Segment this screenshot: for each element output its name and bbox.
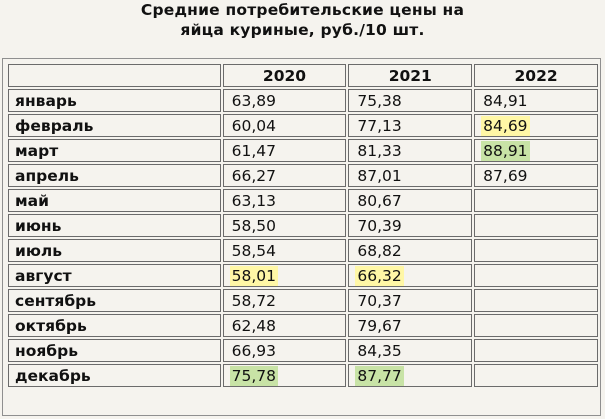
month-cell: май bbox=[8, 189, 221, 212]
value-2021: 79,67 bbox=[357, 316, 402, 335]
value-cell-2021: 84,35 bbox=[348, 339, 473, 362]
value-cell-2020: 61,47 bbox=[222, 139, 347, 162]
value-cell-2020: 60,04 bbox=[222, 114, 347, 137]
value-cell-2021: 79,67 bbox=[348, 314, 473, 337]
value-cell-2020: 58,50 bbox=[222, 214, 347, 237]
value-2021-max-highlight: 87,77 bbox=[355, 365, 404, 386]
value-2022-min-highlight: 84,69 bbox=[481, 115, 530, 136]
value-cell-2022: 87,69 bbox=[474, 164, 598, 187]
table-frame: 2020 2021 2022 январь 63,89 75,38 84,91 … bbox=[2, 58, 601, 416]
table-row: декабрь 75,78 87,77 bbox=[8, 364, 598, 387]
month-cell: декабрь bbox=[8, 364, 221, 387]
value-cell-2020: 75,78 bbox=[222, 364, 347, 387]
value-cell-2021: 81,33 bbox=[348, 139, 473, 162]
value-2020: 66,27 bbox=[231, 166, 276, 185]
value-cell-2020: 58,72 bbox=[222, 289, 347, 312]
table-row: июль 58,54 68,82 bbox=[8, 239, 598, 262]
value-2021: 75,38 bbox=[357, 91, 402, 110]
month-cell: март bbox=[8, 139, 221, 162]
value-2021: 80,67 bbox=[357, 191, 402, 210]
value-2021: 68,82 bbox=[357, 241, 402, 260]
prices-table: 2020 2021 2022 январь 63,89 75,38 84,91 … bbox=[6, 62, 600, 389]
value-cell-2022 bbox=[474, 239, 598, 262]
value-2020: 60,04 bbox=[231, 116, 276, 135]
table-row: сентябрь 58,72 70,37 bbox=[8, 289, 598, 312]
value-cell-2021: 66,32 bbox=[348, 264, 473, 287]
value-cell-2020: 58,54 bbox=[222, 239, 347, 262]
month-cell: июнь bbox=[8, 214, 221, 237]
value-cell-2021: 70,37 bbox=[348, 289, 473, 312]
table-row: октябрь 62,48 79,67 bbox=[8, 314, 598, 337]
header-empty-cell bbox=[8, 64, 221, 87]
value-2020: 63,89 bbox=[231, 91, 276, 110]
table-row: июнь 58,50 70,39 bbox=[8, 214, 598, 237]
table-row: май 63,13 80,67 bbox=[8, 189, 598, 212]
month-cell: февраль bbox=[8, 114, 221, 137]
value-cell-2021: 68,82 bbox=[348, 239, 473, 262]
header-2021: 2021 bbox=[348, 64, 473, 87]
value-cell-2021: 75,38 bbox=[348, 89, 473, 112]
title-line-2: яйца куриные, руб./10 шт. bbox=[180, 21, 425, 39]
value-2021: 84,35 bbox=[357, 341, 402, 360]
value-2021: 81,33 bbox=[357, 141, 402, 160]
value-cell-2021: 87,01 bbox=[348, 164, 473, 187]
value-cell-2022 bbox=[474, 314, 598, 337]
value-cell-2020: 58,01 bbox=[222, 264, 347, 287]
value-2020: 58,72 bbox=[231, 291, 276, 310]
month-cell: сентябрь bbox=[8, 289, 221, 312]
value-cell-2021: 87,77 bbox=[348, 364, 473, 387]
value-cell-2021: 70,39 bbox=[348, 214, 473, 237]
value-cell-2020: 62,48 bbox=[222, 314, 347, 337]
value-cell-2020: 63,89 bbox=[222, 89, 347, 112]
month-cell: январь bbox=[8, 89, 221, 112]
month-cell: ноябрь bbox=[8, 339, 221, 362]
month-cell: июль bbox=[8, 239, 221, 262]
month-cell: август bbox=[8, 264, 221, 287]
table-body: январь 63,89 75,38 84,91 февраль 60,04 7… bbox=[8, 89, 598, 387]
table-row: август 58,01 66,32 bbox=[8, 264, 598, 287]
value-2022: 84,91 bbox=[483, 91, 528, 110]
value-cell-2022: 88,91 bbox=[474, 139, 598, 162]
value-cell-2022 bbox=[474, 339, 598, 362]
title-line-1: Средние потребительские цены на bbox=[140, 1, 465, 19]
value-cell-2022 bbox=[474, 214, 598, 237]
value-cell-2020: 63,13 bbox=[222, 189, 347, 212]
value-cell-2021: 77,13 bbox=[348, 114, 473, 137]
value-cell-2022: 84,69 bbox=[474, 114, 598, 137]
value-2020: 62,48 bbox=[231, 316, 276, 335]
header-2022: 2022 bbox=[474, 64, 598, 87]
value-cell-2022: 84,91 bbox=[474, 89, 598, 112]
value-cell-2021: 80,67 bbox=[348, 189, 473, 212]
value-2021: 70,39 bbox=[357, 216, 402, 235]
header-2020: 2020 bbox=[222, 64, 347, 87]
value-2020: 58,50 bbox=[231, 216, 276, 235]
value-2020: 58,54 bbox=[231, 241, 276, 260]
table-row: январь 63,89 75,38 84,91 bbox=[8, 89, 598, 112]
table-row: ноябрь 66,93 84,35 bbox=[8, 339, 598, 362]
page-title: Средние потребительские цены на яйца кур… bbox=[0, 0, 605, 40]
table-row: февраль 60,04 77,13 84,69 bbox=[8, 114, 598, 137]
value-2020: 61,47 bbox=[231, 141, 276, 160]
month-cell: октябрь bbox=[8, 314, 221, 337]
value-2020-min-highlight: 58,01 bbox=[229, 265, 278, 286]
value-cell-2022 bbox=[474, 189, 598, 212]
value-2020: 63,13 bbox=[231, 191, 276, 210]
table-row: апрель 66,27 87,01 87,69 bbox=[8, 164, 598, 187]
value-2022: 87,69 bbox=[483, 166, 528, 185]
value-2022-max-highlight: 88,91 bbox=[481, 140, 530, 161]
value-2020: 66,93 bbox=[231, 341, 276, 360]
value-2021: 77,13 bbox=[357, 116, 402, 135]
table-header-row: 2020 2021 2022 bbox=[8, 64, 598, 87]
value-2021: 70,37 bbox=[357, 291, 402, 310]
value-cell-2020: 66,93 bbox=[222, 339, 347, 362]
value-2021: 87,01 bbox=[357, 166, 402, 185]
value-2020-max-highlight: 75,78 bbox=[229, 365, 278, 386]
month-cell: апрель bbox=[8, 164, 221, 187]
value-cell-2020: 66,27 bbox=[222, 164, 347, 187]
value-2021-min-highlight: 66,32 bbox=[355, 265, 404, 286]
value-cell-2022 bbox=[474, 264, 598, 287]
value-cell-2022 bbox=[474, 364, 598, 387]
table-row: март 61,47 81,33 88,91 bbox=[8, 139, 598, 162]
value-cell-2022 bbox=[474, 289, 598, 312]
